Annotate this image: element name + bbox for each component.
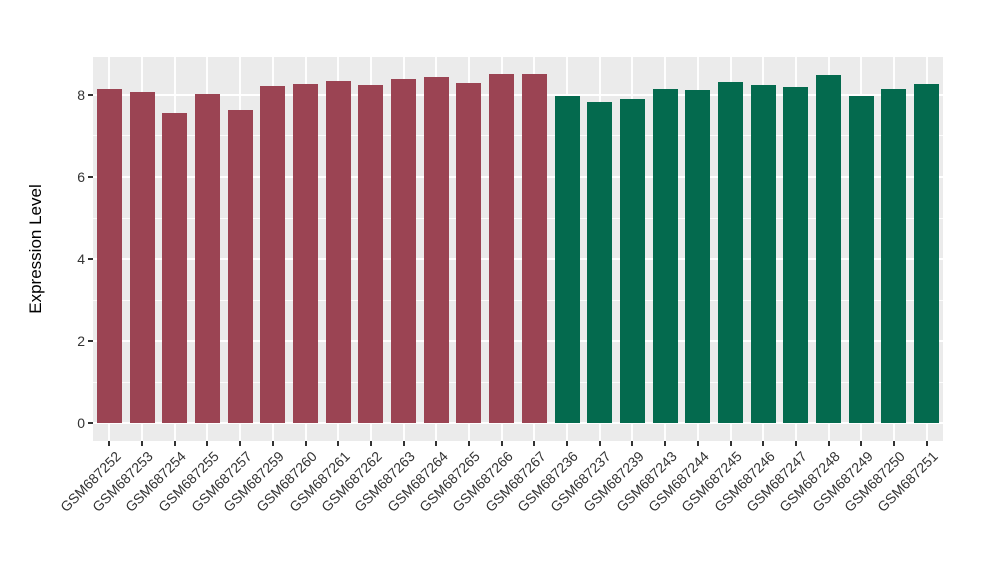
gridline-h-1 xyxy=(93,381,943,383)
x-tick-mark-GSM687252 xyxy=(108,441,111,446)
x-tick-mark-GSM687253 xyxy=(141,441,144,446)
x-tick-mark-GSM687255 xyxy=(206,441,209,446)
bar-GSM687267 xyxy=(521,73,547,424)
y-tick-label-4: 4 xyxy=(77,251,85,268)
x-tick-mark-GSM687239 xyxy=(631,441,634,446)
x-tick-mark-GSM687259 xyxy=(271,441,274,446)
y-tick-label-2: 2 xyxy=(77,333,85,350)
x-tick-mark-GSM687243 xyxy=(664,441,667,446)
gridline-h-6 xyxy=(93,176,943,178)
bar-GSM687257 xyxy=(227,109,253,424)
gridline-h-2 xyxy=(93,340,943,343)
bar-GSM687252 xyxy=(96,89,122,424)
bar-GSM687246 xyxy=(750,85,776,424)
x-tick-mark-GSM687244 xyxy=(696,441,699,446)
y-tick-mark-2 xyxy=(88,340,93,343)
y-tick-mark-8 xyxy=(88,93,93,96)
bar-GSM687254 xyxy=(162,112,188,424)
x-tick-mark-GSM687263 xyxy=(402,441,405,446)
gridline-h-7 xyxy=(93,135,943,137)
bar-GSM687263 xyxy=(391,79,417,424)
bar-GSM687244 xyxy=(685,90,711,424)
x-tick-mark-GSM687257 xyxy=(239,441,242,446)
bar-GSM687265 xyxy=(456,82,482,424)
gridline-h-4 xyxy=(93,258,943,261)
y-axis-title: Expression Level xyxy=(26,184,45,314)
bar-GSM687255 xyxy=(194,94,220,424)
bar-GSM687253 xyxy=(129,92,155,424)
bar-GSM687266 xyxy=(489,74,515,424)
x-tick-mark-GSM687236 xyxy=(566,441,569,446)
y-tick-mark-6 xyxy=(88,176,93,178)
bar-GSM687237 xyxy=(587,102,613,424)
bar-GSM687261 xyxy=(325,80,351,424)
x-tick-mark-GSM687266 xyxy=(500,441,503,446)
x-tick-mark-GSM687249 xyxy=(860,441,863,446)
x-tick-mark-GSM687247 xyxy=(794,441,797,446)
x-tick-mark-GSM687251 xyxy=(925,441,928,446)
x-tick-mark-GSM687246 xyxy=(762,441,765,446)
y-tick-label-8: 8 xyxy=(77,86,85,103)
bar-GSM687239 xyxy=(619,99,645,424)
gridline-h-0 xyxy=(93,422,943,425)
y-tick-mark-4 xyxy=(88,258,93,261)
x-tick-mark-GSM687267 xyxy=(533,441,536,446)
x-tick-mark-GSM687260 xyxy=(304,441,307,446)
x-tick-mark-GSM687264 xyxy=(435,441,438,446)
bar-GSM687264 xyxy=(423,76,449,424)
bar-GSM687245 xyxy=(718,81,743,424)
x-tick-mark-GSM687254 xyxy=(173,441,176,446)
bar-GSM687260 xyxy=(293,83,318,424)
x-tick-mark-GSM687261 xyxy=(337,441,340,446)
y-tick-mark-0 xyxy=(88,422,93,425)
x-tick-mark-GSM687245 xyxy=(729,441,732,446)
gridline-h-5 xyxy=(93,217,943,219)
bar-GSM687236 xyxy=(554,96,580,424)
bar-GSM687262 xyxy=(358,84,384,424)
x-tick-mark-GSM687250 xyxy=(892,441,895,446)
bar-GSM687259 xyxy=(260,86,286,424)
y-tick-label-6: 6 xyxy=(77,169,85,185)
x-tick-mark-GSM687237 xyxy=(598,441,601,446)
bar-GSM687250 xyxy=(881,88,907,424)
bar-GSM687251 xyxy=(914,83,940,424)
x-tick-mark-GSM687262 xyxy=(369,441,372,446)
x-tick-mark-GSM687248 xyxy=(827,441,830,446)
plot-panel xyxy=(93,57,943,441)
bar-GSM687248 xyxy=(816,75,842,424)
gridline-h-3 xyxy=(93,299,943,301)
y-tick-label-0: 0 xyxy=(77,415,85,432)
x-tick-mark-GSM687265 xyxy=(467,441,470,446)
bar-GSM687243 xyxy=(652,88,678,424)
bar-GSM687249 xyxy=(848,95,874,424)
bar-GSM687247 xyxy=(783,86,809,424)
gridline-h-8 xyxy=(93,93,943,96)
